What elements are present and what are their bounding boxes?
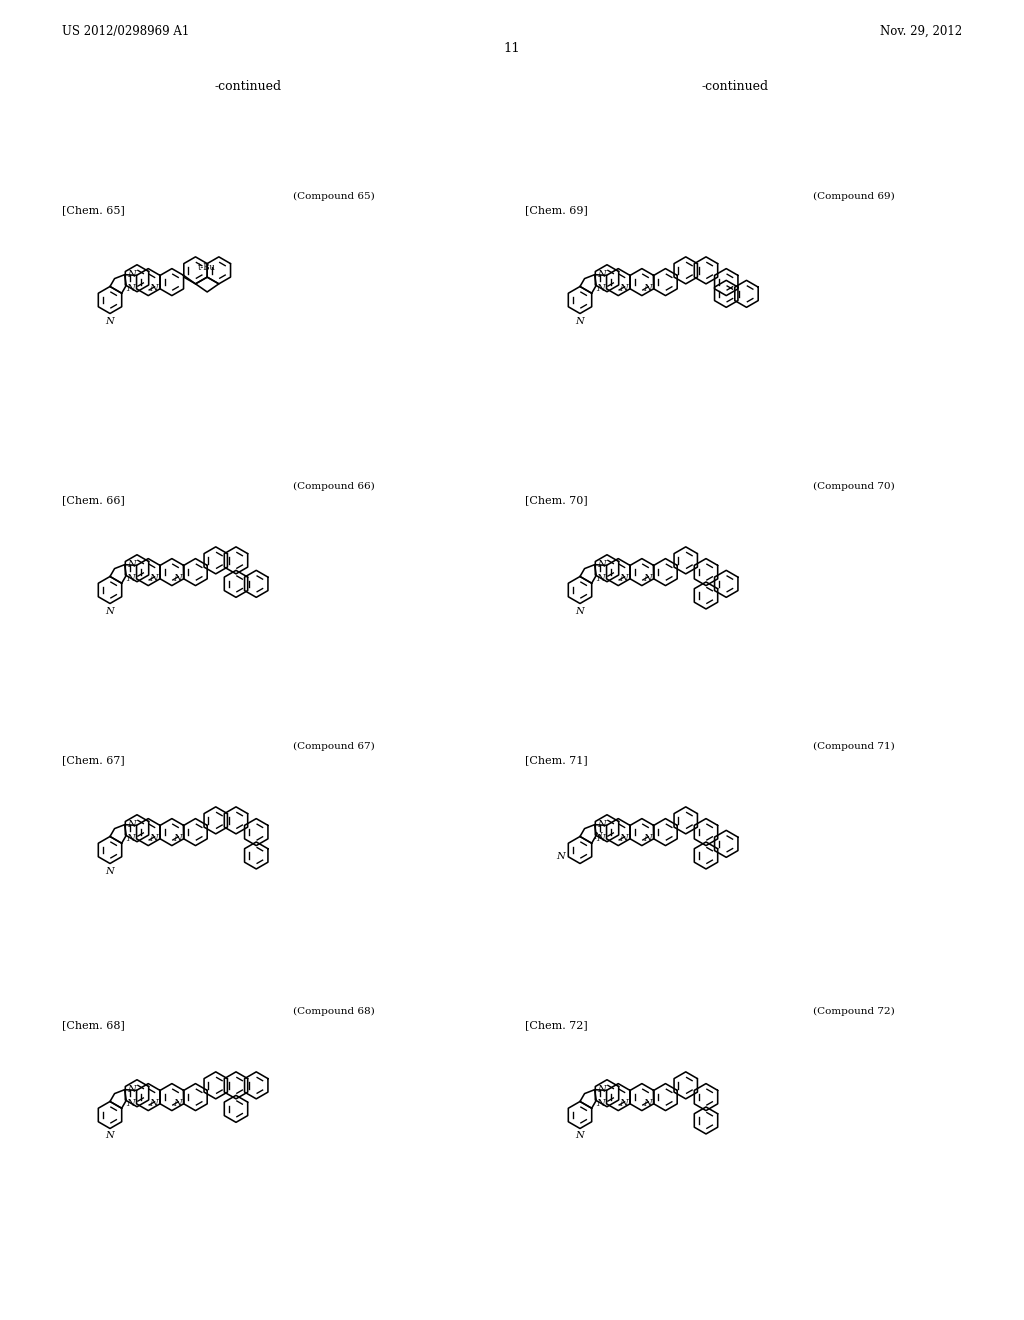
Text: [Chem. 68]: [Chem. 68] bbox=[62, 1020, 125, 1030]
Text: (Compound 67): (Compound 67) bbox=[293, 742, 375, 751]
Text: N: N bbox=[105, 866, 115, 875]
Text: N: N bbox=[150, 574, 158, 583]
Text: N: N bbox=[643, 284, 652, 293]
Text: [Chem. 66]: [Chem. 66] bbox=[62, 495, 125, 506]
Text: N: N bbox=[620, 284, 628, 293]
Text: N: N bbox=[128, 820, 136, 829]
Text: N: N bbox=[105, 317, 115, 326]
Text: N: N bbox=[620, 1100, 628, 1109]
Text: N: N bbox=[126, 574, 134, 583]
Text: N: N bbox=[105, 1131, 115, 1140]
Text: (Compound 68): (Compound 68) bbox=[293, 1007, 375, 1016]
Text: (Compound 69): (Compound 69) bbox=[813, 191, 895, 201]
Text: N: N bbox=[150, 284, 158, 293]
Text: N: N bbox=[557, 853, 565, 861]
Text: N: N bbox=[173, 574, 182, 583]
Text: -continued: -continued bbox=[214, 81, 282, 92]
Text: [Chem. 65]: [Chem. 65] bbox=[62, 205, 125, 215]
Text: [Chem. 69]: [Chem. 69] bbox=[525, 205, 588, 215]
Text: N: N bbox=[126, 284, 134, 293]
Text: N: N bbox=[173, 834, 182, 843]
Text: Nov. 29, 2012: Nov. 29, 2012 bbox=[880, 25, 962, 38]
Text: N: N bbox=[620, 574, 628, 583]
Text: N: N bbox=[128, 271, 136, 279]
Text: N: N bbox=[596, 284, 604, 293]
Text: (Compound 70): (Compound 70) bbox=[813, 482, 895, 491]
Text: N: N bbox=[598, 820, 606, 829]
Text: (Compound 66): (Compound 66) bbox=[293, 482, 375, 491]
Text: N: N bbox=[598, 560, 606, 569]
Text: [Chem. 67]: [Chem. 67] bbox=[62, 755, 125, 766]
Text: [Chem. 71]: [Chem. 71] bbox=[525, 755, 588, 766]
Text: N: N bbox=[596, 574, 604, 583]
Text: (Compound 65): (Compound 65) bbox=[293, 191, 375, 201]
Text: N: N bbox=[594, 832, 602, 841]
Text: N: N bbox=[126, 834, 134, 843]
Text: N: N bbox=[598, 271, 606, 279]
Text: N: N bbox=[150, 834, 158, 843]
Text: N: N bbox=[643, 574, 652, 583]
Text: N: N bbox=[643, 834, 652, 843]
Text: [Chem. 70]: [Chem. 70] bbox=[525, 495, 588, 506]
Text: N: N bbox=[105, 606, 115, 615]
Text: N: N bbox=[128, 1085, 136, 1094]
Text: N: N bbox=[596, 1100, 604, 1109]
Text: (Compound 71): (Compound 71) bbox=[813, 742, 895, 751]
Text: N: N bbox=[150, 1100, 158, 1109]
Text: t-Bu: t-Bu bbox=[199, 263, 216, 272]
Text: N: N bbox=[575, 1131, 585, 1140]
Text: (Compound 72): (Compound 72) bbox=[813, 1007, 895, 1016]
Text: US 2012/0298969 A1: US 2012/0298969 A1 bbox=[62, 25, 189, 38]
Text: N: N bbox=[598, 1085, 606, 1094]
Text: -continued: -continued bbox=[701, 81, 769, 92]
Text: N: N bbox=[575, 606, 585, 615]
Text: 11: 11 bbox=[504, 42, 520, 55]
Text: N: N bbox=[128, 560, 136, 569]
Text: N: N bbox=[173, 1100, 182, 1109]
Text: N: N bbox=[620, 834, 628, 843]
Text: [Chem. 72]: [Chem. 72] bbox=[525, 1020, 588, 1030]
Text: N: N bbox=[596, 834, 604, 843]
Text: N: N bbox=[575, 317, 585, 326]
Text: N: N bbox=[126, 1100, 134, 1109]
Text: N: N bbox=[643, 1100, 652, 1109]
